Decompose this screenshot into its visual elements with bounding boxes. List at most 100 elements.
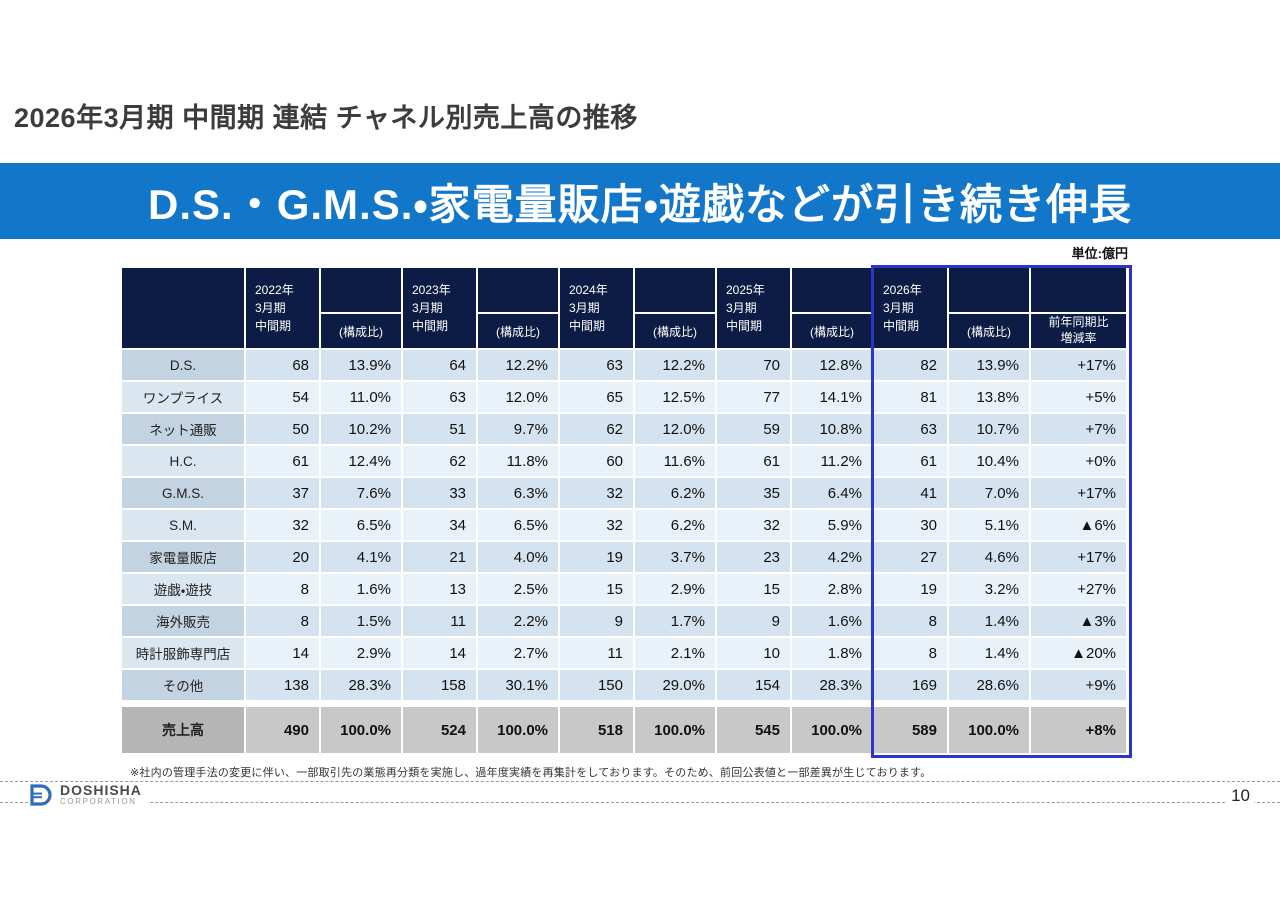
value-cell: 2.7% bbox=[478, 638, 560, 670]
value-cell: 2.2% bbox=[478, 606, 560, 638]
value-cell: 589 bbox=[874, 707, 949, 755]
value-cell: 61 bbox=[246, 446, 321, 478]
value-cell: 5.1% bbox=[949, 510, 1031, 542]
year-header-2025: 2025年 3月期 中間期 bbox=[717, 268, 792, 350]
value-cell: 10.4% bbox=[949, 446, 1031, 478]
value-cell: 150 bbox=[560, 670, 635, 702]
page-title: 2026年3月期 中間期 連結 チャネル別売上高の推移 bbox=[14, 103, 638, 133]
value-cell: 5.9% bbox=[792, 510, 874, 542]
value-cell: 64 bbox=[403, 350, 478, 382]
value-cell: 8 bbox=[246, 606, 321, 638]
year-header-2023: 2023年 3月期 中間期 bbox=[403, 268, 478, 350]
value-cell: 6.2% bbox=[635, 510, 717, 542]
value-cell: 9.7% bbox=[478, 414, 560, 446]
share-header: (構成比) bbox=[478, 314, 560, 350]
value-cell: 30.1% bbox=[478, 670, 560, 702]
unit-label: 単位:億円 bbox=[1071, 246, 1128, 261]
value-cell: 61 bbox=[874, 446, 949, 478]
value-cell: 490 bbox=[246, 707, 321, 755]
table-row: H.C. 61 12.4% 62 11.8% 60 11.6% 61 11.2% 61 10.4% +… bbox=[122, 446, 1128, 478]
yoy-cell: +0% bbox=[1031, 446, 1128, 478]
value-cell: 12.0% bbox=[478, 382, 560, 414]
yoy-cell: +17% bbox=[1031, 350, 1128, 382]
logo-subtitle: CORPORATION bbox=[60, 796, 137, 806]
yoy-cell: +5% bbox=[1031, 382, 1128, 414]
yoy-cell: ▲3% bbox=[1031, 606, 1128, 638]
value-cell: 21 bbox=[403, 542, 478, 574]
value-cell: 2.9% bbox=[321, 638, 403, 670]
share-header: (構成比) bbox=[321, 314, 403, 350]
value-cell: 518 bbox=[560, 707, 635, 755]
corner-cell bbox=[122, 268, 246, 350]
doshisha-logo-icon bbox=[30, 783, 52, 806]
value-cell: 138 bbox=[246, 670, 321, 702]
value-cell: 10.2% bbox=[321, 414, 403, 446]
yoy-header: 前年同期比 増減率 bbox=[1031, 314, 1128, 350]
value-cell: 2.8% bbox=[792, 574, 874, 606]
value-cell: 50 bbox=[246, 414, 321, 446]
value-cell: 14.1% bbox=[792, 382, 874, 414]
value-cell: 11.6% bbox=[635, 446, 717, 478]
value-cell: 37 bbox=[246, 478, 321, 510]
value-cell: 4.2% bbox=[792, 542, 874, 574]
value-cell: 8 bbox=[874, 606, 949, 638]
value-cell: 30 bbox=[874, 510, 949, 542]
header-spacer bbox=[792, 268, 874, 314]
value-cell: 51 bbox=[403, 414, 478, 446]
header-spacer bbox=[478, 268, 560, 314]
table-row: 遊戯・遊技 8 1.6% 13 2.5% 15 2.9% 15 2.8% 19 3.2% +27% bbox=[122, 574, 1128, 606]
footer-divider-top bbox=[0, 781, 1280, 782]
row-label: G.M.S. bbox=[122, 478, 246, 510]
value-cell: 6.4% bbox=[792, 478, 874, 510]
row-label: 時計服飾専門店 bbox=[122, 638, 246, 670]
table-row: その他 138 28.3% 158 30.1% 150 29.0% 154 28.3% 169 28… bbox=[122, 670, 1128, 702]
headline-banner: D.S.・G.M.S.・家電量販店・遊戯などが引き続き伸長 bbox=[0, 163, 1280, 239]
value-cell: 28.3% bbox=[792, 670, 874, 702]
value-cell: 60 bbox=[560, 446, 635, 478]
value-cell: 12.2% bbox=[478, 350, 560, 382]
yoy-cell: ▲6% bbox=[1031, 510, 1128, 542]
table-row: G.M.S. 37 7.6% 33 6.3% 32 6.2% 35 6.4% 41 7.0% +17% bbox=[122, 478, 1128, 510]
share-header: (構成比) bbox=[792, 314, 874, 350]
row-label: 家電量販店 bbox=[122, 542, 246, 574]
row-label: その他 bbox=[122, 670, 246, 702]
value-cell: 32 bbox=[717, 510, 792, 542]
table-row: 海外販売 8 1.5% 11 2.2% 9 1.7% 9 1.6% 8 1.4% ▲3% bbox=[122, 606, 1128, 638]
value-cell: 1.4% bbox=[949, 638, 1031, 670]
yoy-cell: +17% bbox=[1031, 542, 1128, 574]
page-number: 10 bbox=[1227, 786, 1254, 806]
value-cell: 6.5% bbox=[321, 510, 403, 542]
value-cell: 12.8% bbox=[792, 350, 874, 382]
sales-table-container: 2022年 3月期 中間期 2023年 3月期 中間期 2024年 3月期 中間… bbox=[122, 265, 1132, 758]
value-cell: 11.0% bbox=[321, 382, 403, 414]
logo-name: DOSHISHA bbox=[60, 782, 142, 798]
value-cell: 82 bbox=[874, 350, 949, 382]
header-row-sub: (構成比) (構成比) (構成比) (構成比) (構成比) 前年同期比 増減率 bbox=[122, 314, 1128, 350]
value-cell: 32 bbox=[246, 510, 321, 542]
value-cell: 27 bbox=[874, 542, 949, 574]
value-cell: 11.2% bbox=[792, 446, 874, 478]
table-row: 時計服飾専門店 14 2.9% 14 2.7% 11 2.1% 10 1.8% 8 1.4% ▲20% bbox=[122, 638, 1128, 670]
table-row: ワンプライス 54 11.0% 63 12.0% 65 12.5% 77 14.1% 81 13.8… bbox=[122, 382, 1128, 414]
value-cell: 158 bbox=[403, 670, 478, 702]
table-separator bbox=[122, 702, 1128, 707]
footer-divider-bottom bbox=[0, 802, 1280, 803]
value-cell: 13.8% bbox=[949, 382, 1031, 414]
value-cell: 1.6% bbox=[321, 574, 403, 606]
table-row: ネット通販 50 10.2% 51 9.7% 62 12.0% 59 10.8% 63 10.7% +… bbox=[122, 414, 1128, 446]
value-cell: 19 bbox=[560, 542, 635, 574]
value-cell: 81 bbox=[874, 382, 949, 414]
value-cell: 65 bbox=[560, 382, 635, 414]
value-cell: 9 bbox=[560, 606, 635, 638]
value-cell: 54 bbox=[246, 382, 321, 414]
value-cell: 68 bbox=[246, 350, 321, 382]
value-cell: 14 bbox=[403, 638, 478, 670]
value-cell: 2.9% bbox=[635, 574, 717, 606]
value-cell: 100.0% bbox=[478, 707, 560, 755]
total-row: 売上高 490 100.0% 524 100.0% 518 100.0% 545 100.0% 5… bbox=[122, 707, 1128, 755]
value-cell: 13 bbox=[403, 574, 478, 606]
value-cell: 32 bbox=[560, 510, 635, 542]
value-cell: 6.5% bbox=[478, 510, 560, 542]
value-cell: 15 bbox=[560, 574, 635, 606]
